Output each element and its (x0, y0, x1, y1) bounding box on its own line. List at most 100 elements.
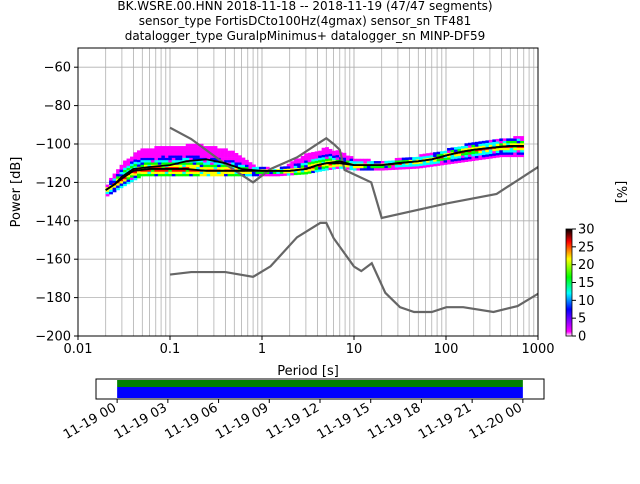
density-cell (318, 164, 322, 168)
density-cell (314, 158, 319, 161)
density-cell (436, 154, 441, 157)
density-cell (203, 159, 207, 163)
density-cell (516, 136, 521, 139)
density-cell (123, 181, 127, 184)
density-cell (506, 152, 511, 155)
density-cell (189, 173, 194, 177)
density-cell (405, 162, 410, 165)
density-cell (332, 164, 336, 168)
density-cell (185, 173, 190, 177)
density-cell (265, 166, 270, 170)
density-cell (119, 183, 124, 186)
density-cell (140, 148, 145, 151)
density-cell (401, 166, 406, 170)
density-cell (332, 157, 336, 161)
density-cell (168, 162, 173, 165)
density-cell (269, 173, 274, 177)
density-cell (321, 166, 326, 169)
density-cell (520, 138, 525, 141)
density-cell (478, 143, 483, 147)
density-cell (346, 160, 350, 163)
density-cell (199, 164, 204, 168)
density-cell (231, 150, 235, 154)
density-cell (384, 165, 389, 169)
density-cell (279, 173, 284, 177)
density-cell (513, 152, 518, 155)
density-cell (244, 159, 249, 163)
density-cell (457, 146, 462, 150)
x-tick-label: 1000 (521, 342, 554, 357)
timeline-tick-label: 11-19 18 (365, 400, 423, 442)
timeline-tick-label: 11-19 21 (416, 400, 474, 442)
density-cell (244, 166, 249, 170)
density-cell (231, 159, 235, 163)
density-cell (415, 161, 420, 165)
density-cell (178, 164, 183, 168)
density-cell (457, 158, 462, 161)
density-cell (182, 171, 187, 175)
density-cell (332, 155, 336, 158)
density-cell (164, 171, 169, 175)
density-cell (199, 173, 204, 177)
density-cell (227, 159, 232, 163)
density-cell (325, 163, 329, 166)
density-cell (130, 156, 134, 160)
density-cell (210, 166, 214, 170)
density-cell (164, 152, 169, 156)
psd-series (105, 126, 538, 314)
density-cell (332, 166, 336, 170)
density-cell (454, 158, 458, 162)
density-cell (443, 155, 448, 158)
density-cell (377, 167, 382, 171)
x-tick-label: 10 (346, 342, 363, 357)
density-cell (485, 156, 490, 160)
density-cell (178, 157, 183, 161)
density-cell (478, 152, 483, 156)
density-cell (140, 155, 145, 158)
density-cell (231, 162, 235, 165)
timeline-tick-label: 11-19 09 (213, 400, 271, 442)
density-cell (325, 147, 329, 150)
density-cell (492, 144, 497, 147)
density-cell (182, 150, 187, 154)
density-cell (300, 169, 305, 173)
density-cell (495, 155, 500, 158)
density-cell (196, 146, 201, 149)
density-cell (213, 164, 218, 168)
density-cell (126, 167, 131, 171)
density-cell (290, 170, 295, 174)
density-cell (136, 152, 141, 156)
density-cell (136, 150, 141, 153)
density-cell (248, 164, 253, 168)
density-cell (401, 159, 406, 163)
density-cell (283, 168, 288, 172)
density-cell (481, 154, 486, 158)
density-cell (196, 159, 201, 163)
density-cell (516, 138, 521, 141)
density-cell (359, 161, 364, 164)
timeline-tick-label: 11-19 03 (112, 400, 170, 442)
density-cell (426, 164, 430, 168)
density-cell (454, 160, 458, 164)
colorbar-ticks: 0 5 10 15 20 25 30 (572, 223, 595, 345)
density-cell (178, 146, 183, 149)
density-cell (154, 150, 159, 154)
density-cell (335, 150, 340, 153)
density-cell (168, 169, 173, 172)
density-cell (220, 164, 225, 168)
density-cell (363, 158, 368, 162)
x-tick-label: 0.01 (64, 342, 93, 357)
density-cell (213, 148, 218, 151)
density-cell (143, 171, 148, 175)
density-cell (182, 169, 187, 172)
density-cell (133, 175, 138, 178)
density-cell (224, 155, 228, 158)
density-cell (206, 166, 211, 170)
density-cell (182, 155, 187, 158)
density-cell (297, 169, 302, 173)
density-cell (325, 156, 329, 159)
density-cell (450, 147, 455, 151)
density-cell (227, 150, 232, 154)
density-cell (255, 171, 260, 175)
